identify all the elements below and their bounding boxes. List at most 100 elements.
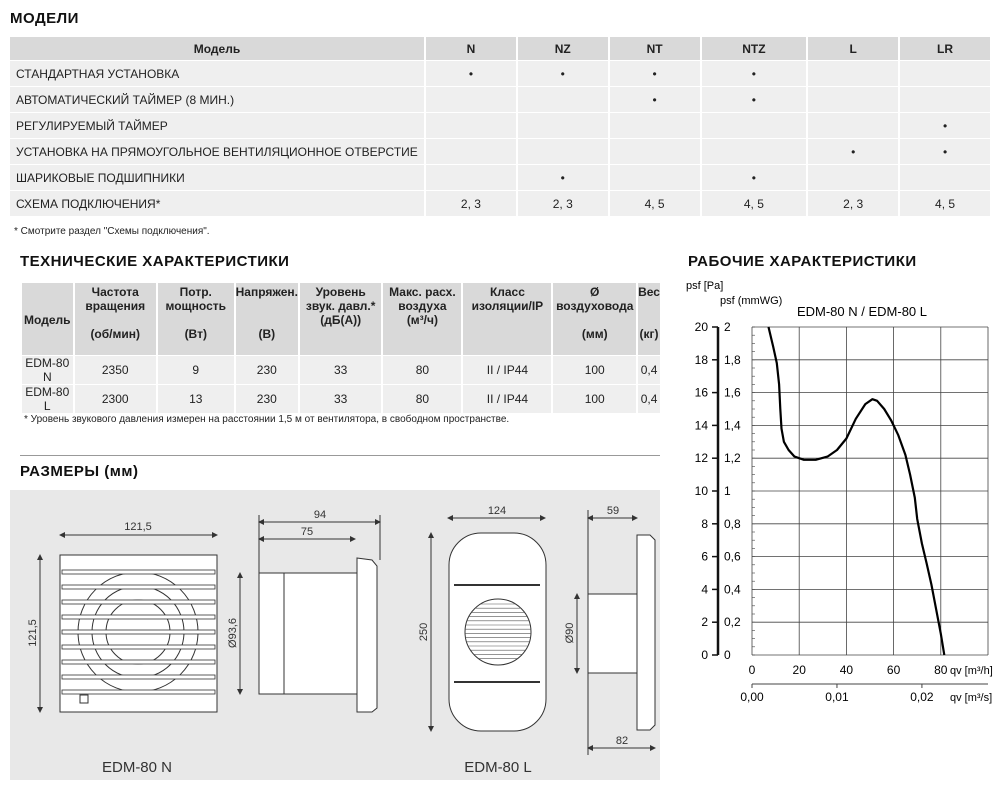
tech-col-header: Напряжен. (В): [235, 283, 298, 355]
grille-slat: [61, 614, 216, 620]
tech-col-header: Вес (кг): [638, 283, 660, 355]
edm80l-side-view: [574, 510, 656, 755]
x-tick-label: 20: [793, 663, 807, 677]
dim-l-width: 124: [488, 505, 506, 517]
header-unit: (м³/ч): [406, 313, 438, 327]
dim-l-diameter: Ø90: [564, 623, 576, 644]
y-tick-label-pa: 0: [701, 648, 708, 662]
tech-note: * Уровень звукового давления измерен на …: [24, 414, 510, 425]
y-tick-label-pa: 16: [695, 386, 709, 400]
y-tick-label-mmwg: 0,4: [724, 582, 741, 596]
header-label: Потр. мощность: [165, 285, 227, 313]
y-tick-label-mmwg: 1: [724, 484, 731, 498]
tech-col-header: Потр. мощность (Вт): [157, 283, 234, 355]
x-tick-label: 60: [887, 663, 901, 677]
grille-slat: [61, 644, 216, 650]
y-tick-label-pa: 4: [701, 582, 708, 596]
tech-col-header: Уровень звук. давл.* (дБ(А)): [300, 283, 382, 355]
feature-cell: [517, 113, 608, 139]
y-label-pa: psf [Pa]: [686, 280, 723, 292]
feature-cell: [701, 139, 807, 165]
header-unit: (дБ(А)): [320, 313, 362, 327]
header-label: Вес: [638, 285, 660, 299]
y-tick-label-pa: 20: [695, 320, 709, 334]
row-label: РЕГУЛИРУЕМЫЙ ТАЙМЕР: [10, 113, 424, 139]
table-row: EDM-80 N 2350 9 230 33 80 II / IP44 100 0,4: [22, 355, 660, 384]
header-label: Макс. расх. воздуха: [389, 285, 456, 313]
grille-slat: [61, 689, 216, 695]
feature-cell: [808, 113, 899, 139]
models-table: Модель N NZ NT NTZ L LR СТАНДАРТНАЯ УСТАНОВКА • •…: [8, 37, 992, 217]
y-tick-label-mmwg: 1,8: [724, 353, 741, 367]
divider: [20, 455, 660, 456]
edm80n-front-view: [37, 532, 218, 713]
row-label: СХЕМА ПОДКЛЮЧЕНИЯ*: [10, 191, 424, 217]
y-tick-label-mmwg: 2: [724, 320, 731, 334]
feature-cell: 4, 5: [701, 191, 807, 217]
feature-cell: •: [426, 61, 516, 87]
header-label: Уровень звук. давл.*: [305, 285, 376, 313]
x2-tick-label: 0,02: [910, 690, 934, 704]
tech-cell: 33: [300, 355, 382, 384]
dim-l-depth-bottom: 82: [616, 735, 628, 747]
y-tick-label-pa: 8: [701, 517, 708, 531]
y-tick-label-mmwg: 0,8: [724, 517, 741, 531]
row-label: СТАНДАРТНАЯ УСТАНОВКА: [10, 61, 424, 87]
models-col-header: NZ: [517, 37, 608, 61]
feature-cell: [426, 139, 516, 165]
y-tick-label-pa: 12: [695, 451, 709, 465]
header-label: Ø воздуховода: [556, 285, 634, 313]
feature-cell: [900, 61, 990, 87]
feature-cell: •: [808, 139, 899, 165]
tech-cell: 80: [383, 355, 462, 384]
y-tick-label-pa: 18: [695, 353, 709, 367]
y-tick-label-pa: 10: [695, 484, 709, 498]
grille-slat: [61, 584, 216, 590]
feature-cell: [609, 139, 700, 165]
performance-curve: [767, 326, 946, 656]
tech-table: Модель Частота вращения (об/мин) Потр. мощн…: [20, 283, 662, 413]
models-body: СТАНДАРТНАЯ УСТАНОВКА • • • • АВТОМАТИЧЕСКИЙ …: [10, 61, 990, 217]
tech-cell: 230: [235, 355, 298, 384]
edm80n-side-view: [237, 515, 381, 713]
models-col-header: NTZ: [701, 37, 807, 61]
tech-title: ТЕХНИЧЕСКИЕ ХАРАКТЕРИСТИКИ: [20, 253, 290, 270]
models-col-header: NT: [609, 37, 700, 61]
models-col-header: Модель: [10, 37, 424, 61]
edm80l-front-view: [428, 515, 547, 732]
y-label-mmwg: psf (mmWG): [720, 295, 782, 307]
y-tick-label-pa: 2: [701, 615, 708, 629]
x-label: qv [m³/h]: [950, 665, 993, 677]
feature-cell: [900, 165, 990, 191]
tech-cell: 80: [383, 384, 462, 413]
feature-cell: [701, 113, 807, 139]
feature-cell: [517, 139, 608, 165]
feature-cell: •: [609, 61, 700, 87]
tech-cell: 230: [235, 384, 298, 413]
y-tick-label-mmwg: 1,4: [724, 418, 741, 432]
label-edm80n: EDM-80 N: [102, 759, 172, 776]
label-edm80l: EDM-80 L: [464, 759, 532, 776]
tech-cell: 2300: [74, 384, 156, 413]
header-unit: (Вт): [184, 327, 207, 341]
feature-cell: •: [517, 61, 608, 87]
feature-cell: [426, 87, 516, 113]
tech-cell: II / IP44: [463, 384, 552, 413]
dim-n-depth-body: 75: [301, 526, 313, 538]
models-note: * Смотрите раздел "Схемы подключения".: [14, 226, 210, 237]
feature-cell: [426, 113, 516, 139]
tech-cell: 100: [553, 384, 637, 413]
tech-col-header: Класс изоляции/IP: [463, 283, 552, 355]
tech-body: EDM-80 N 2350 9 230 33 80 II / IP44 100 0,4 EDM-8…: [22, 355, 660, 413]
row-label: АВТОМАТИЧЕСКИЙ ТАЙМЕР (8 МИН.): [10, 87, 424, 113]
tech-header-row: Модель Частота вращения (об/мин) Потр. мощн…: [22, 283, 660, 355]
y-tick-label-mmwg: 0,2: [724, 615, 741, 629]
header-label: Напряжен.: [235, 285, 298, 299]
grille-slat: [61, 599, 216, 605]
model-cell: EDM-80 L: [22, 384, 73, 413]
feature-cell: •: [701, 87, 807, 113]
model-cell: EDM-80 N: [22, 355, 73, 384]
dim-n-depth-total: 94: [314, 509, 326, 521]
dimensions-title: РАЗМЕРЫ (мм): [20, 463, 139, 480]
